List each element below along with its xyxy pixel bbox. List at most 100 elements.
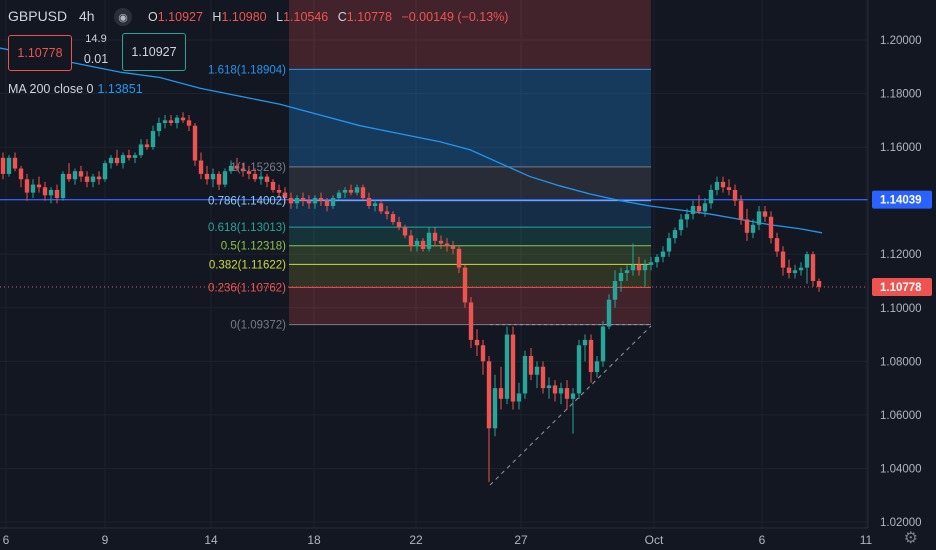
candle-body [84, 176, 90, 182]
candle-body [0, 157, 6, 174]
candle-body [612, 281, 618, 300]
fib-level-label: 1.618(1.18904) [208, 64, 286, 76]
candle-body [234, 165, 240, 169]
candle-body [600, 326, 606, 362]
candle-body [486, 361, 492, 429]
candle-body [228, 165, 234, 172]
fib-level-label: 0.5(1.12318) [221, 241, 286, 253]
candle-body [330, 197, 336, 207]
candle-body [60, 173, 66, 198]
spread-top: 14.9 [85, 33, 107, 45]
candle-body [750, 224, 756, 233]
fib-level-label: 0.382(1.11622) [209, 259, 286, 271]
candle-body [336, 192, 342, 198]
candle-body [396, 222, 402, 228]
candle-body [360, 187, 366, 198]
candle-body [168, 120, 174, 124]
fib-zone [289, 227, 651, 246]
candle-body [240, 168, 246, 172]
price-badge-label[interactable]: 1.14039 [880, 195, 922, 207]
candle-body [42, 187, 48, 196]
time-tick-label: 14 [204, 533, 218, 547]
candle-body [174, 117, 180, 124]
ma-indicator-legend[interactable]: MA 200 close 0 1.13851 [8, 82, 143, 96]
candle-body [474, 339, 480, 346]
candle-body [618, 272, 624, 281]
candle-body [648, 262, 654, 265]
candle-body [126, 155, 132, 158]
candle-body [558, 388, 564, 394]
candle-body [438, 240, 444, 244]
candle-body [624, 270, 630, 273]
candle-body [288, 197, 294, 204]
candle-body [522, 355, 528, 394]
fib-zone [289, 264, 651, 288]
candle-body [12, 157, 18, 169]
ohlc-open-value: 1.10927 [157, 10, 203, 24]
symbol-name[interactable]: GBPUSD [8, 8, 68, 24]
candle-body [198, 160, 204, 174]
price-badge-label[interactable]: 1.10778 [880, 282, 922, 294]
candle-body [552, 385, 558, 394]
ohlc-change: −0.00149 (−0.13%) [401, 10, 509, 24]
candle-body [132, 155, 138, 158]
candle-body [420, 240, 426, 249]
buy-button[interactable]: 1.10927 [122, 33, 186, 71]
candle-body [792, 270, 798, 273]
time-tick-label: 6 [3, 533, 10, 547]
candle-body [378, 203, 384, 212]
candle-body [246, 171, 252, 174]
candle-body [690, 206, 696, 215]
candle-body [138, 144, 144, 156]
candle-body [810, 254, 816, 281]
candle-body [570, 393, 576, 399]
ma-value: 1.13851 [97, 82, 143, 96]
candle-body [564, 388, 570, 399]
candle-body [96, 176, 102, 180]
settings-gear-icon[interactable]: ⚙ [903, 530, 918, 547]
fib-level-label: 0.236(1.10762) [208, 282, 286, 294]
candle-body [72, 171, 78, 180]
sell-button[interactable]: 1.10778 [8, 35, 72, 71]
candle-body [390, 214, 396, 223]
candle-body [666, 238, 672, 252]
timeframe-label[interactable]: 4h [79, 8, 95, 24]
ohlc-close-key: C [337, 10, 347, 24]
price-badge[interactable] [872, 190, 932, 209]
candle-body [804, 254, 810, 268]
candle-body [726, 187, 732, 190]
candle-body [36, 184, 42, 188]
symbol-label[interactable]: GBPUSD 4h [8, 8, 95, 24]
candle-body [708, 189, 714, 204]
candle-body [654, 256, 660, 263]
candle-body [54, 189, 60, 198]
candle-body [492, 388, 498, 429]
price-tick-label: 1.02000 [880, 517, 922, 529]
price-tick-label: 1.16000 [880, 142, 922, 154]
candle-body [306, 200, 312, 204]
candle-body [606, 299, 612, 327]
spread-value: 0.01 [83, 52, 109, 66]
price-tick-label: 1.04000 [880, 463, 922, 475]
ohlc-low-key: L [276, 10, 284, 24]
price-badge[interactable] [872, 277, 932, 296]
candle-body [294, 197, 300, 204]
ohlc-readout: O1.10927 H1.10980 L1.10546 C1.10778 −0.0… [148, 10, 514, 24]
fib-zone [289, 200, 651, 228]
candle-body [300, 197, 306, 201]
candle-body [480, 345, 486, 362]
fib-level-label: 1(1.15263) [230, 162, 286, 174]
price-tick-label: 1.12000 [880, 249, 922, 261]
candle-body [18, 168, 24, 180]
candle-body [768, 216, 774, 239]
candle-body [162, 120, 168, 124]
candle-body [180, 117, 186, 121]
ohlc-open-key: O [148, 10, 158, 24]
ohlc-close-value: 1.10778 [346, 10, 392, 24]
eye-icon[interactable]: ◉ [114, 8, 132, 26]
candle-body [738, 200, 744, 220]
time-tick-label: 6 [759, 533, 766, 547]
candle-body [102, 163, 108, 180]
candle-body [276, 189, 282, 193]
